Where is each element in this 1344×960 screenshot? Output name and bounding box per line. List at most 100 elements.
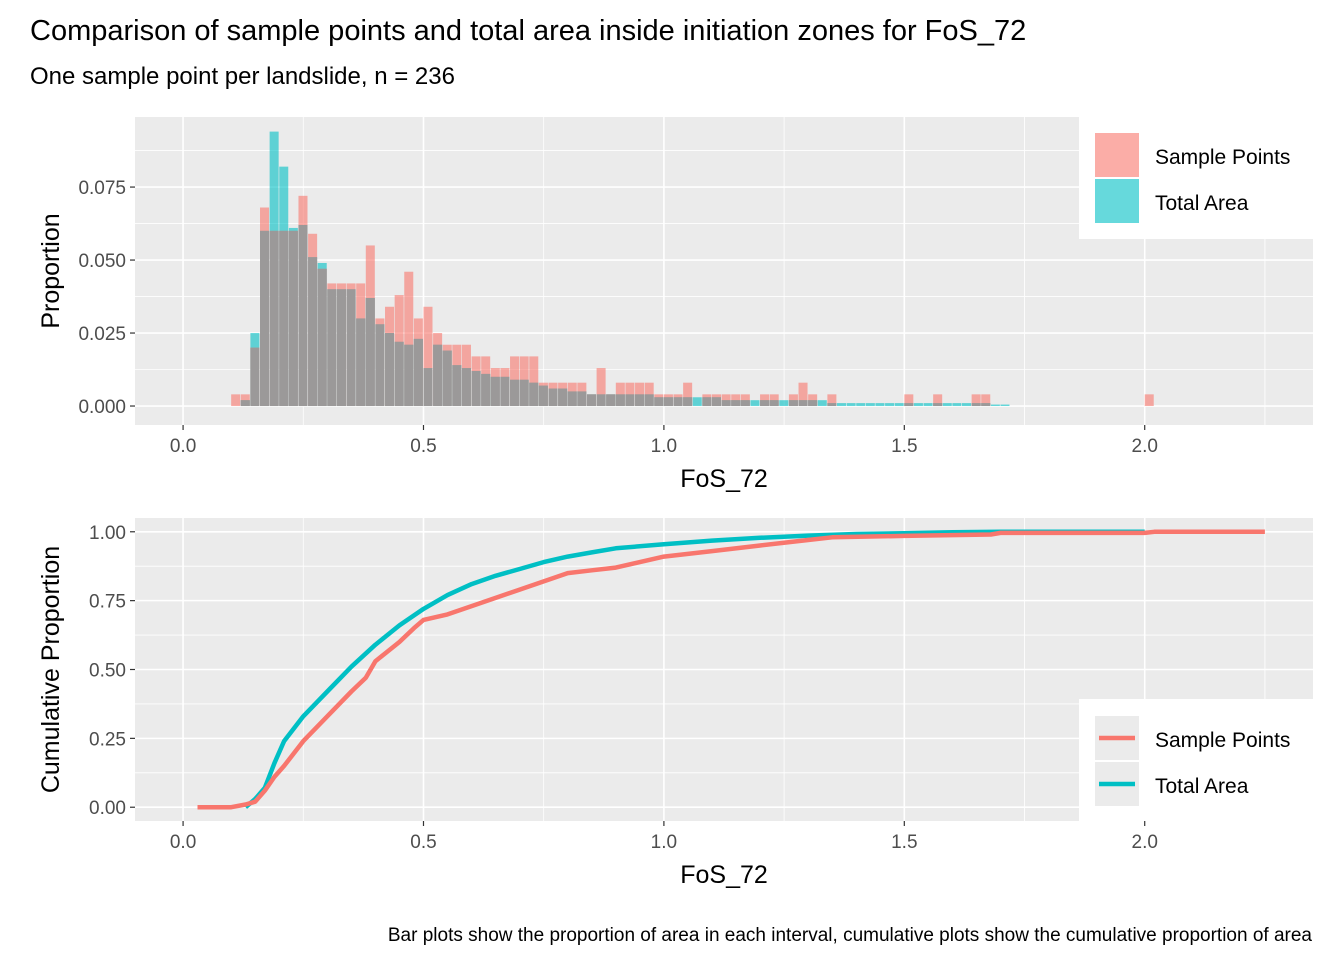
overlap-bar (250, 347, 260, 407)
y-tick-label: 1.00 (89, 523, 126, 544)
overlap-bar (375, 324, 385, 407)
total-area-bar (750, 400, 760, 407)
x-tick-label: 1.5 (891, 436, 917, 457)
legend-label: Sample Points (1155, 146, 1290, 169)
overlap-bar (663, 397, 673, 407)
overlap-bar (327, 289, 337, 407)
overlap-bar (577, 391, 587, 407)
sample-points-bar (904, 394, 914, 407)
overlap-bar (288, 230, 298, 407)
total-area-bar (990, 404, 1000, 407)
overlap-bar (356, 318, 366, 407)
overlap-bar (519, 379, 529, 407)
overlap-bar (740, 400, 750, 407)
overlap-bar (510, 379, 520, 407)
chart-title: Comparison of sample points and total ar… (30, 15, 1026, 47)
x-tick-label: 1.0 (651, 832, 677, 853)
cumulative-y-axis-title: Cumulative Proportion (37, 546, 65, 793)
histogram-y-axis-title: Proportion (37, 213, 65, 328)
histogram-axis-ticks: 0.0 0.5 1.0 1.5 2.0 0.000 0.025 0.050 0.075 (78, 178, 1157, 457)
sample-points-line (197, 529, 1265, 810)
y-tick-label: 0.025 (78, 324, 126, 345)
legend-key-swatch (1095, 179, 1139, 223)
total-area-bar (1000, 404, 1010, 407)
x-tick-label: 1.0 (651, 436, 677, 457)
sample-points-bar (404, 271, 414, 407)
overlap-bar (971, 403, 981, 407)
total-area-bar (952, 403, 962, 407)
x-tick-label: 1.5 (891, 832, 917, 853)
overlap-bar (317, 268, 327, 407)
y-tick-label: 0.000 (78, 397, 126, 418)
legend-label: Total Area (1155, 192, 1249, 215)
overlap-bar (336, 289, 346, 407)
overlap-bar (346, 289, 356, 407)
overlap-bar (481, 373, 491, 407)
overlap-bar (683, 397, 693, 407)
sample-points-bar (683, 382, 693, 407)
sample-points-bar (933, 394, 943, 407)
overlap-bar (827, 403, 837, 407)
total-area-bar (962, 403, 972, 407)
overlap-bar (721, 400, 731, 407)
total-area-bar (913, 403, 923, 407)
x-tick-label: 0.0 (170, 832, 196, 853)
overlap-bar (269, 230, 279, 407)
overlap-bar (442, 350, 452, 407)
total-area-bar (779, 400, 789, 407)
x-tick-label: 0.5 (410, 832, 436, 853)
overlap-bar (529, 382, 539, 407)
overlap-bar (260, 230, 270, 407)
overlap-bar (404, 344, 414, 407)
x-tick-label: 0.5 (410, 436, 436, 457)
y-tick-label: 0.75 (89, 592, 126, 613)
sample-points-bar (231, 394, 241, 407)
overlap-bar (760, 400, 770, 407)
cumulative-panel: 0.0 0.5 1.0 1.5 2.0 0.00 0.25 0.50 0.75 1.00 FoS_… (37, 518, 1313, 889)
overlap-bar (413, 338, 423, 407)
y-tick-label: 0.075 (78, 178, 126, 199)
total-area-bar (836, 403, 847, 407)
overlap-bar (635, 394, 645, 407)
sample-points-bar (423, 306, 433, 407)
overlap-bar (365, 298, 375, 407)
overlap-bar (423, 368, 433, 407)
sample-points-bar (529, 356, 539, 407)
overlap-bar (548, 388, 558, 407)
total-area-bar (865, 403, 875, 407)
legend-key-swatch (1095, 133, 1139, 177)
overlap-bar (711, 397, 721, 407)
x-tick-label: 0.0 (170, 436, 196, 457)
sample-points-bar (635, 382, 645, 407)
overlap-bar (490, 376, 500, 407)
overlap-bar (586, 394, 596, 407)
sample-points-bar (827, 394, 837, 407)
overlap-bar (644, 394, 654, 407)
overlap-bar (654, 397, 664, 407)
cumulative-lines (197, 529, 1265, 810)
histogram-panel: 0.0 0.5 1.0 1.5 2.0 0.000 0.025 0.050 0.075 FoS_… (37, 117, 1313, 493)
overlap-bar (394, 341, 404, 407)
overlap-bar (471, 370, 481, 407)
sample-points-bars (231, 195, 1154, 407)
total-area-bar (923, 403, 933, 407)
total-area-bar (885, 403, 895, 407)
sample-points-bar (798, 382, 808, 407)
cumulative-x-axis-title: FoS_72 (680, 861, 768, 889)
sample-points-bar (644, 382, 654, 407)
cumulative-axis-ticks: 0.0 0.5 1.0 1.5 2.0 0.00 0.25 0.50 0.75 1.00 (89, 523, 1158, 853)
overlap-bar (808, 400, 818, 407)
overlap-bar (433, 344, 443, 407)
sample-points-bar (1144, 394, 1154, 407)
sample-points-bar (615, 382, 625, 407)
sample-points-bar (971, 394, 981, 407)
total-area-bar (846, 403, 856, 407)
total-area-bar (817, 400, 827, 407)
total-area-bar (875, 403, 885, 407)
sample-points-bar (596, 368, 606, 407)
y-tick-label: 0.25 (89, 729, 126, 750)
legend-label: Sample Points (1155, 729, 1290, 752)
sample-points-bar (981, 394, 991, 407)
overlap-bar (452, 365, 462, 407)
overlap-bar (606, 394, 616, 407)
